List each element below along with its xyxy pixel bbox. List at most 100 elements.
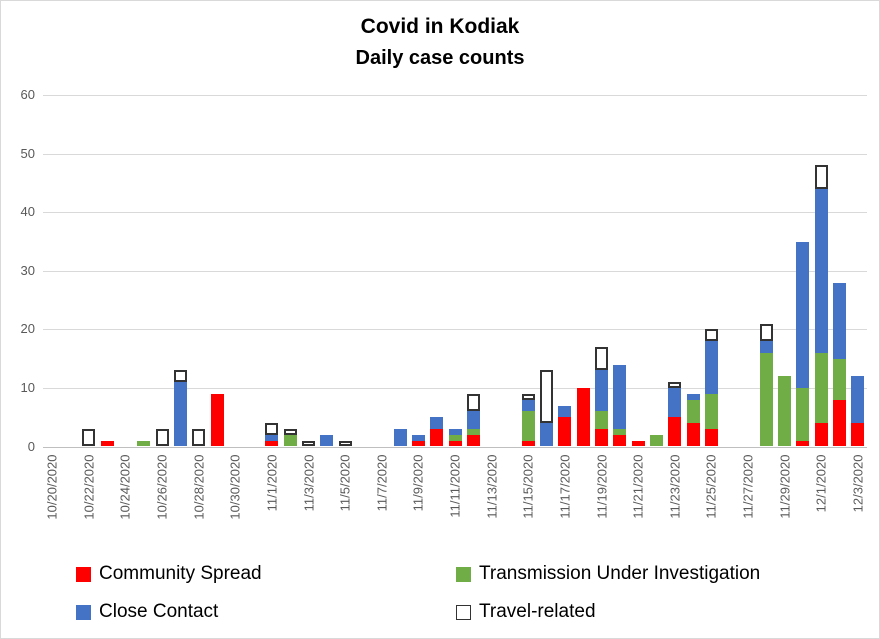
x-axis-tick-label: 10/30/2020 (227, 454, 243, 520)
y-axis-tick-label: 40 (20, 204, 35, 220)
bar-segment (668, 382, 682, 388)
bar-segment (814, 423, 828, 447)
legend-label: Transmission Under Investigation (479, 563, 761, 584)
x-axis-tick-label: 10/26/2020 (154, 454, 170, 520)
bar-segment (686, 423, 700, 447)
x-axis-tick-label: 11/5/2020 (337, 454, 353, 512)
bar-segment (613, 434, 627, 447)
x-axis-tick-label: 11/23/2020 (667, 454, 683, 519)
bar-segment (521, 399, 535, 412)
close-contact-swatch-icon (76, 604, 91, 620)
bar-segment (686, 393, 700, 400)
bar-segment (833, 399, 846, 447)
bar-segment (814, 352, 828, 424)
community-spread-swatch-icon (76, 566, 91, 582)
bar-segment (100, 440, 114, 447)
x-axis-tick-label: 11/27/2020 (740, 454, 756, 519)
bar-segment (82, 428, 96, 447)
bar-segment (668, 417, 682, 447)
y-axis-tick-label: 50 (20, 145, 35, 161)
x-axis-tick-label: 11/29/2020 (777, 454, 793, 519)
gridline-y30 (43, 270, 867, 272)
bar-segment (173, 370, 187, 382)
y-axis-tick-label: 0 (27, 438, 35, 454)
bar-segment (155, 428, 169, 447)
bar-segment (448, 440, 462, 447)
x-axis-tick-label: 10/20/2020 (44, 454, 60, 520)
bar-segment (448, 434, 462, 441)
gridline-y60 (43, 95, 867, 96)
bar-segment (448, 428, 462, 435)
legend-item-community-spread: Community Spread (76, 562, 262, 586)
transmission-swatch-icon (456, 566, 471, 582)
gridline-y0 (43, 446, 867, 448)
bar-segment (558, 405, 572, 418)
gridline-y20 (43, 329, 867, 331)
bar-segment (265, 423, 279, 435)
bar-segment (668, 387, 682, 418)
bar-segment (265, 434, 279, 441)
bar-segment (796, 241, 810, 388)
bar-segment (430, 428, 444, 447)
x-axis-tick-label: 11/19/2020 (594, 454, 609, 519)
bar-segment (540, 370, 554, 423)
bar-segment (759, 341, 773, 353)
bar-segment (338, 440, 352, 447)
bar-segment (814, 188, 828, 353)
bar-segment (466, 411, 480, 429)
bar-segment (704, 329, 718, 341)
bar-segment (704, 428, 718, 447)
gridline-y10 (43, 387, 867, 389)
bar-segment (759, 352, 773, 447)
bar-segment (173, 382, 187, 447)
bar-segment (631, 440, 645, 447)
bar-segment (210, 393, 224, 447)
bar-segment (393, 428, 407, 447)
chart-title: Covid in Kodiak (360, 15, 520, 38)
bar-segment (595, 370, 608, 412)
x-axis-tick-label: 12/3/2020 (850, 454, 866, 513)
bar-segment (283, 428, 297, 435)
bar-segment (265, 440, 279, 447)
x-axis-tick-label: 11/15/2020 (520, 454, 536, 519)
bar-segment (613, 364, 627, 429)
x-axis-tick-label: 12/1/2020 (813, 454, 829, 513)
legend-label: Travel-related (479, 601, 596, 622)
x-axis-tick-label: 10/28/2020 (191, 454, 207, 520)
bar-segment (833, 282, 846, 359)
bar-segment (778, 376, 792, 447)
bar-segment (411, 434, 425, 441)
x-axis-tick-label: 11/25/2020 (703, 454, 719, 519)
bar-segment (466, 434, 480, 447)
bar-segment (320, 434, 334, 447)
bar-segment (302, 440, 315, 447)
bar-segment (704, 341, 718, 394)
travel-related-swatch-icon (456, 604, 471, 620)
bar-segment (851, 376, 865, 424)
bar-segment (833, 358, 846, 400)
gridline-y40 (43, 212, 867, 214)
bar-segment (411, 440, 425, 447)
bar-segment (540, 423, 554, 447)
bar-segment (759, 323, 773, 342)
bar-segment (595, 428, 608, 447)
gridline-y50 (43, 153, 867, 155)
legend-label: Close Contact (99, 601, 219, 622)
y-axis-tick-label: 10 (20, 379, 35, 395)
bar-segment (192, 428, 206, 447)
x-axis-tick-label: 11/17/2020 (557, 454, 573, 519)
bar-segment (649, 434, 663, 447)
legend-label: Community Spread (99, 563, 262, 584)
bar-segment (430, 417, 444, 429)
bar-segment (704, 393, 718, 429)
bar-segment (521, 440, 535, 447)
y-axis-tick-label: 20 (20, 321, 35, 337)
legend-item-transmission-under-investigation: Transmission Under Investigation (456, 562, 760, 586)
bar-segment (576, 387, 590, 447)
x-axis-tick-label: 10/24/2020 (117, 454, 133, 520)
x-axis-tick-label: 11/21/2020 (630, 454, 646, 519)
x-axis-tick-label: 11/11/2020 (447, 454, 463, 518)
legend-item-close-contact: Close Contact (76, 600, 218, 624)
bar-segment (686, 399, 700, 423)
bar-segment (796, 440, 810, 447)
